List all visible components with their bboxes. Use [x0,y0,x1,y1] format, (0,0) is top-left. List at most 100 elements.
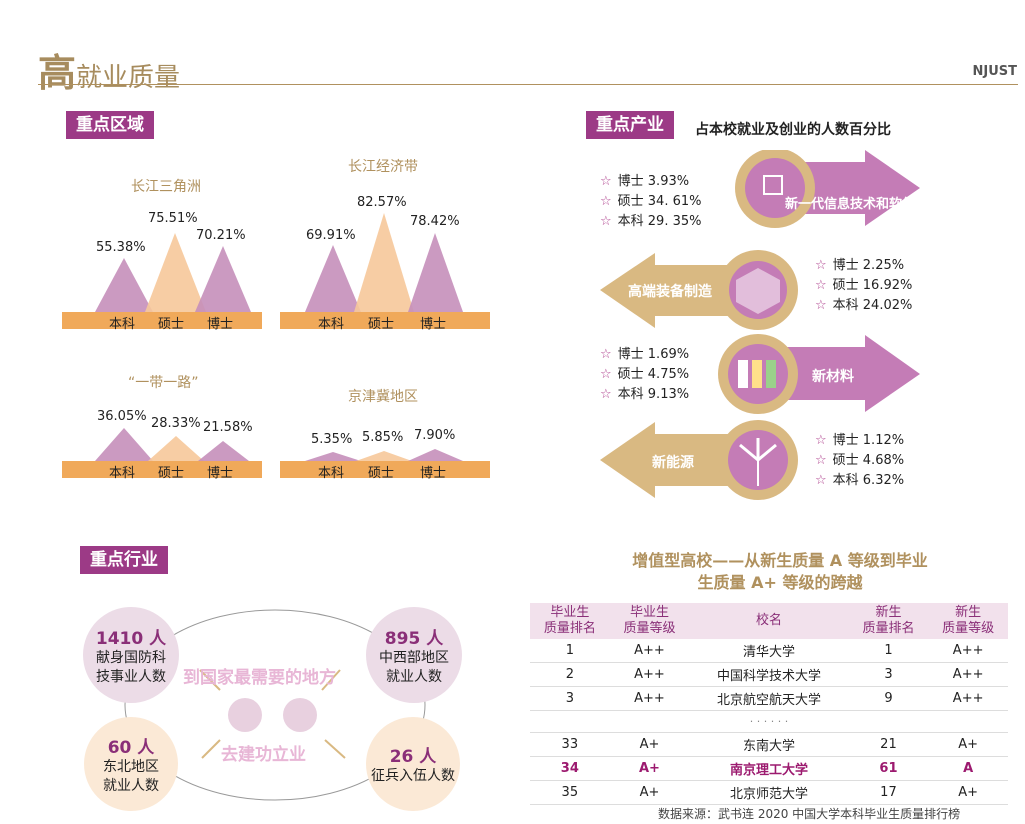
industry-tag: 重点产业 [586,111,674,139]
brand-label: NJUST [972,64,1017,79]
stat-row: ☆ 硕士 4.68% [815,453,905,468]
region-mark [195,246,251,312]
sector-stats: ☆ 博士 2.25% ☆ 硕士 16.92% ☆ 本科 24.02% [815,256,912,316]
tap-icon [283,698,317,732]
bar-label: 博士 [420,466,447,481]
source-note: 数据来源：武书连 2020 中国大学本科毕业生质量排行榜 [658,807,961,821]
sector-stats: ☆ 博士 1.69% ☆ 硕士 4.75% ☆ 本科 9.13% [600,345,689,405]
ranking-title-line1: 增值型高校——从新生质量 A 等级到毕业 [632,551,928,570]
industry-graphics [600,150,920,500]
col-header: 新生 质量等级 [928,603,1008,639]
sector-name: 高端装备制造 [628,284,712,300]
bar-label: 硕士 [368,317,395,332]
col-header: 毕业生 质量等级 [609,603,690,639]
page-title-big: 高 [38,51,77,95]
sector-stats: ☆ 博士 3.93% ☆ 硕士 34. 61% ☆ 本科 29. 35% [600,172,702,232]
regions-chart [62,213,490,478]
ranking-table: 毕业生 质量排名 毕业生 质量等级 校名 新生 质量排名 新生 质量等级 1 A++ 清华大… [530,603,1008,805]
bar-label: 博士 [207,466,234,481]
region-mark [356,451,412,461]
stat-row: ☆ 博士 3.93% [600,174,690,189]
stat-caption: 就业人数 [103,777,159,794]
table-row: 1 A++ 清华大学 1 A++ [530,639,1008,663]
stat-row: ☆ 硕士 16.92% [815,278,913,293]
sector-name: 新能源 [652,455,694,471]
ranking-title-line2: 生质量 A+ 等级的跨越 [697,573,863,592]
region-value: 7.90% [414,428,456,443]
stat-row: ☆ 本科 24.02% [815,298,913,313]
region-mark [354,213,414,312]
region-value: 5.85% [362,430,404,445]
regions-baseline-bar [280,461,490,478]
stat-number: 26 人 [389,747,437,767]
page-title: 高就业质量 [38,42,180,97]
stat-caption: 东北地区 [103,758,159,775]
regions-tag: 重点区域 [66,111,154,139]
table-header-row: 毕业生 质量排名 毕业生 质量等级 校名 新生 质量排名 新生 质量等级 [530,603,1008,639]
stat-row: ☆ 博士 1.12% [815,433,905,448]
region-mark [408,233,463,312]
ranking-title: 增值型高校——从新生质量 A 等级到毕业 生质量 A+ 等级的跨越 [560,550,1000,594]
region-mark [305,245,361,312]
region-value: 5.35% [311,432,353,447]
col-header: 校名 [689,603,849,639]
bar-label: 博士 [207,317,234,332]
bar-label: 硕士 [158,317,185,332]
page-title-rest: 就业质量 [76,63,181,93]
col-header: 毕业生 质量排名 [530,603,610,639]
table-row: 3 A++ 北京航空航天大学 9 A++ [530,686,1008,711]
region-mark [148,436,204,461]
region-value: 75.51% [148,211,198,226]
stat-row: ☆ 硕士 4.75% [600,367,690,382]
regions-baseline-bar [280,312,490,329]
sector-name: 新一代信息技术和软件 [785,197,916,212]
region-value: 36.05% [97,409,147,424]
stat-row: ☆ 博士 2.25% [815,258,905,273]
region-value: 78.42% [410,214,460,229]
region-mark [145,233,206,312]
bar-label: 博士 [420,317,447,332]
table-row-highlight: 34 A+ 南京理工大学 61 A [530,756,1008,781]
region-value: 55.38% [96,240,146,255]
bar-label: 本科 [109,466,136,481]
region-value: 82.57% [357,195,407,210]
region-name: 京津冀地区 [348,389,418,405]
table-row-ellipsis: · · · · · · [530,710,1008,733]
trades-tag: 重点行业 [80,546,168,574]
bar-label: 本科 [318,466,345,481]
region-mark [95,428,153,461]
region-name: 长江三角洲 [131,179,201,195]
region-mark [198,441,249,461]
connector-ring [124,609,426,801]
stat-circle: 60 人 东北地区 就业人数 [84,717,178,811]
stat-circle: 895 人 中西部地区 就业人数 [366,607,462,703]
region-mark [95,258,153,312]
table-row: 2 A++ 中国科学技术大学 3 A++ [530,662,1008,687]
table-row: 33 A+ 东南大学 21 A+ [530,732,1008,757]
bar-label: 本科 [109,317,136,332]
stat-circle: 26 人 征兵入伍人数 [366,717,460,811]
slogan-top: 到国家最需要的地方 [183,668,336,688]
bar-label: 硕士 [158,466,185,481]
region-value: 21.58% [203,420,253,435]
stat-circle: 1410 人 献身国防科 技事业人数 [83,607,179,703]
stat-row: ☆ 本科 29. 35% [600,214,702,229]
stat-caption: 就业人数 [386,668,442,685]
exchange-icon [228,698,262,732]
region-value: 69.91% [306,228,356,243]
chip-icon [763,175,783,195]
stat-number: 895 人 [384,628,444,649]
table-row: 35 A+ 北京师范大学 17 A+ [530,780,1008,805]
regions-baseline-bar [62,312,262,329]
stat-caption: 中西部地区 [379,649,449,666]
region-value: 70.21% [196,228,246,243]
region-name: “一带一路” [128,375,199,391]
region-mark [408,449,463,461]
sector-name: 新材料 [812,369,854,385]
slogan-bottom: 去建功立业 [221,745,306,765]
stat-number: 1410 人 [95,628,167,649]
header-divider [38,84,1018,85]
stat-row: ☆ 本科 6.32% [815,473,905,488]
region-value: 28.33% [151,416,201,431]
stat-number: 60 人 [107,737,155,758]
